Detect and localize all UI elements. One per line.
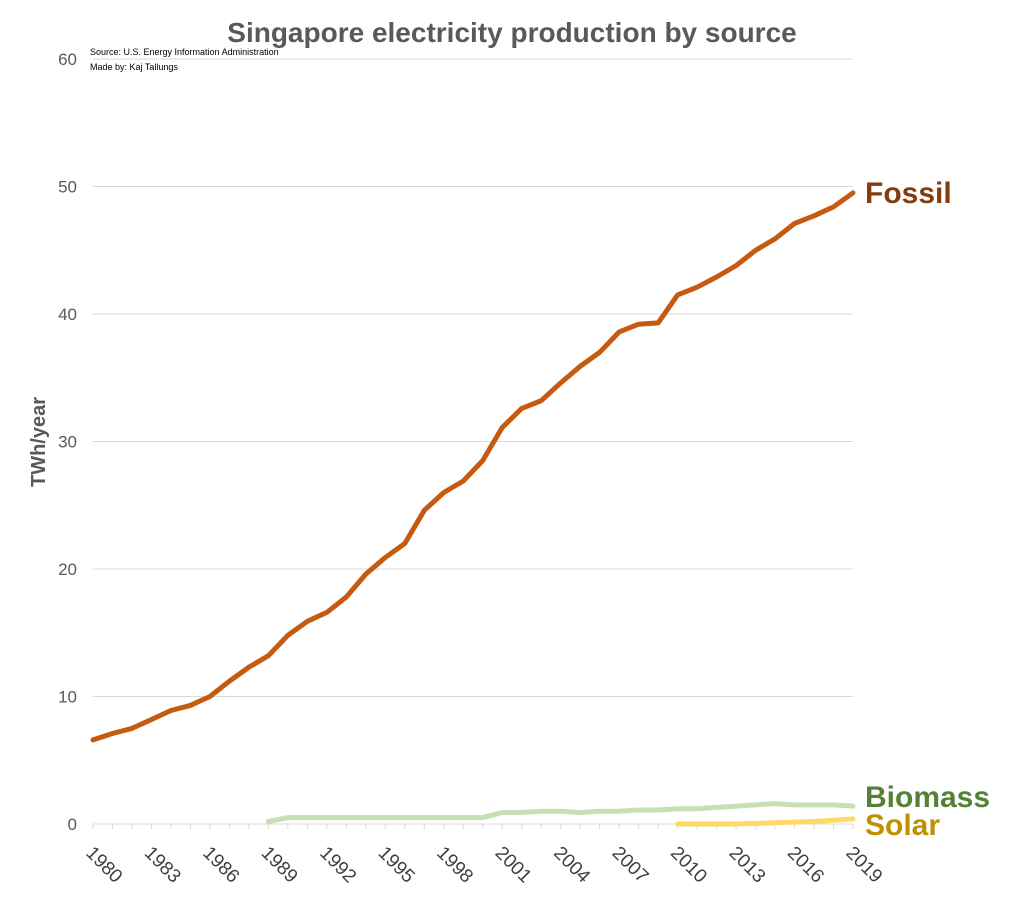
x-tick-label: 2019 [841, 843, 886, 888]
chart-title: Singapore electricity production by sour… [227, 17, 796, 48]
x-tick-label: 1989 [257, 843, 302, 888]
x-tick-label: 2004 [549, 843, 594, 888]
gridlines [93, 58, 853, 697]
x-tick-label: 1998 [432, 843, 477, 888]
source-note: Source: U.S. Energy Information Administ… [90, 47, 279, 57]
x-tick-label: 1986 [198, 843, 243, 888]
x-tick-label: 2007 [608, 843, 653, 888]
y-tick-label: 10 [58, 688, 77, 707]
x-tick-label: 1983 [140, 843, 185, 888]
x-axis: 1980 1983 1986 1989 1992 1995 1998 2001 2004 2007… [81, 823, 886, 888]
x-tick-label: 1980 [81, 843, 126, 888]
series-line-biomass [265, 801, 856, 824]
x-tick-label: 2010 [666, 843, 711, 888]
y-tick-label: 40 [58, 305, 77, 324]
x-tick-label: 1995 [374, 843, 419, 888]
series-label-solar: Solar [865, 809, 940, 842]
y-axis-ticks: 0 10 20 30 40 50 60 [58, 50, 77, 834]
series-line-fossil [90, 190, 856, 743]
x-tick-label: 2016 [783, 843, 828, 888]
author-note: Made by: Kaj Tallungs [90, 62, 178, 72]
y-tick-label: 20 [58, 560, 77, 579]
x-tick-label: 2001 [491, 843, 536, 888]
x-tick-label: 1992 [315, 843, 360, 888]
y-tick-label: 60 [58, 50, 77, 69]
x-tick-label: 2013 [725, 843, 770, 888]
series-label-fossil: Fossil [865, 177, 952, 210]
y-axis-label: TWh/year [28, 397, 50, 487]
series-label-biomass: Biomass [865, 781, 990, 814]
y-tick-label: 50 [58, 178, 77, 197]
y-tick-label: 30 [58, 433, 77, 452]
series-lines [90, 190, 856, 827]
series-line-solar [675, 816, 856, 827]
y-tick-label: 0 [68, 815, 77, 834]
